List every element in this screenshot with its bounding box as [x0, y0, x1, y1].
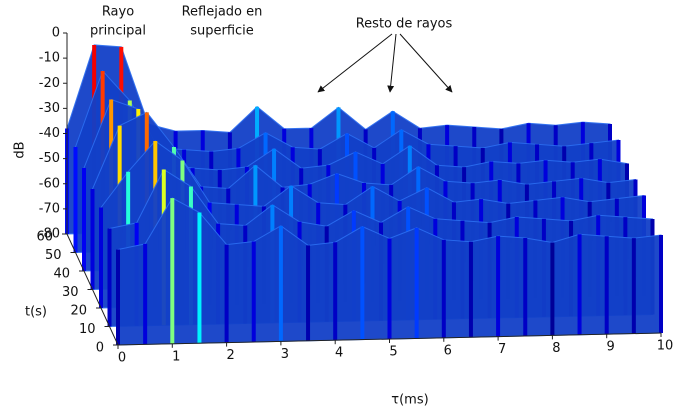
x-tick-label: 6	[444, 343, 452, 358]
x-tick-label: 8	[552, 341, 560, 356]
y-tick-label: 50	[45, 248, 62, 263]
y-tick-label: 40	[53, 267, 70, 282]
y-axis-label: t(s)	[25, 305, 47, 320]
annotation: superficie	[190, 24, 254, 39]
x-tick-label: 10	[657, 339, 674, 354]
x-tick-label: 1	[172, 349, 180, 364]
x-tick-label: 3	[281, 347, 289, 362]
x-tick-label: 5	[389, 345, 397, 360]
x-tick-label: 0	[118, 351, 126, 366]
annotation: Resto de rayos	[356, 17, 453, 32]
z-tick-label: -50	[39, 151, 60, 166]
z-tick-label: -30	[39, 101, 60, 116]
z-tick-label: -60	[39, 176, 60, 191]
arrows	[317, 33, 453, 93]
y-tick-label: 0	[96, 341, 104, 356]
axes: 0 1 2 3 4 5 6 7 8 9 1001020304050600-10-20-30-40-5…	[13, 26, 674, 408]
x-tick-label: 2	[226, 348, 234, 363]
x-axis-label: τ(ms)	[391, 393, 428, 408]
x-tick-label: 9	[607, 340, 615, 355]
y-tick-label: 30	[62, 285, 79, 300]
y-tick-label: 20	[70, 304, 87, 319]
y-tick-label: 60	[36, 230, 53, 245]
z-tick-label: -80	[39, 227, 60, 242]
annotation: Rayo	[102, 5, 134, 20]
z-tick-label: -20	[39, 76, 60, 91]
surface	[65, 44, 663, 346]
z-tick-label: -10	[39, 51, 60, 66]
z-axis-label: dB	[13, 141, 28, 158]
x-tick-label: 7	[498, 342, 506, 357]
z-tick-label: -70	[39, 201, 60, 216]
y-tick-label: 10	[79, 322, 96, 337]
z-tick-label: -40	[39, 126, 60, 141]
z-tick-label: 0	[52, 26, 60, 41]
annotation: principal	[90, 24, 146, 39]
x-tick-label: 4	[335, 346, 343, 361]
annotation: Reflejado en	[182, 5, 263, 20]
